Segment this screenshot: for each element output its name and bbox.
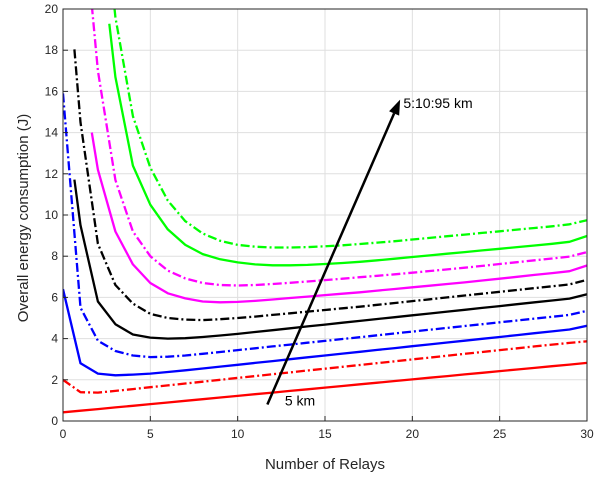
series-line-4	[63, 93, 587, 359]
x-tick-label: 15	[318, 427, 332, 441]
x-axis-title: Number of Relays	[265, 456, 385, 473]
series-line-3	[63, 288, 587, 377]
x-tick-label: 30	[580, 427, 594, 441]
x-tick-label: 20	[406, 427, 420, 441]
y-tick-label: 2	[51, 373, 58, 387]
y-tick-label: 16	[45, 84, 59, 98]
x-tick-label: 5	[147, 427, 154, 441]
series-line-6	[73, 49, 587, 322]
series-lines	[63, 9, 587, 414]
y-axis-title: Overall energy consumption (J)	[15, 114, 32, 322]
annotation-bottom: 5 km	[285, 393, 315, 409]
series-line-9	[108, 23, 587, 267]
arrow-head	[389, 99, 401, 116]
plot-border	[62, 8, 588, 422]
series-line-8	[90, 9, 587, 287]
y-tick-label: 6	[51, 290, 58, 304]
arrow-annotation	[266, 99, 401, 406]
x-tick-label: 25	[493, 427, 507, 441]
y-tick-label: 8	[51, 249, 58, 263]
tick-labels: 0 5 10 15 20 25 30 0 2 4 6 8 10 12 14 16 18 20	[45, 2, 594, 441]
x-tick-label: 10	[231, 427, 245, 441]
y-tick-label: 0	[51, 414, 58, 428]
series-line-1	[63, 361, 587, 414]
series-line-7	[90, 132, 587, 304]
y-tick-label: 18	[45, 43, 59, 57]
series-line-2	[63, 340, 587, 394]
y-tick-label: 12	[45, 167, 59, 181]
annotation-top: 5:10:95 km	[403, 95, 472, 111]
y-tick-label: 10	[45, 208, 59, 222]
y-tick-label: 14	[45, 126, 59, 140]
x-tick-label: 0	[60, 427, 67, 441]
series-line-5	[73, 179, 587, 340]
y-tick-label: 4	[51, 332, 58, 346]
arrow-shaft	[266, 112, 396, 406]
axes-frame	[62, 8, 588, 422]
y-tick-label: 20	[45, 2, 59, 16]
